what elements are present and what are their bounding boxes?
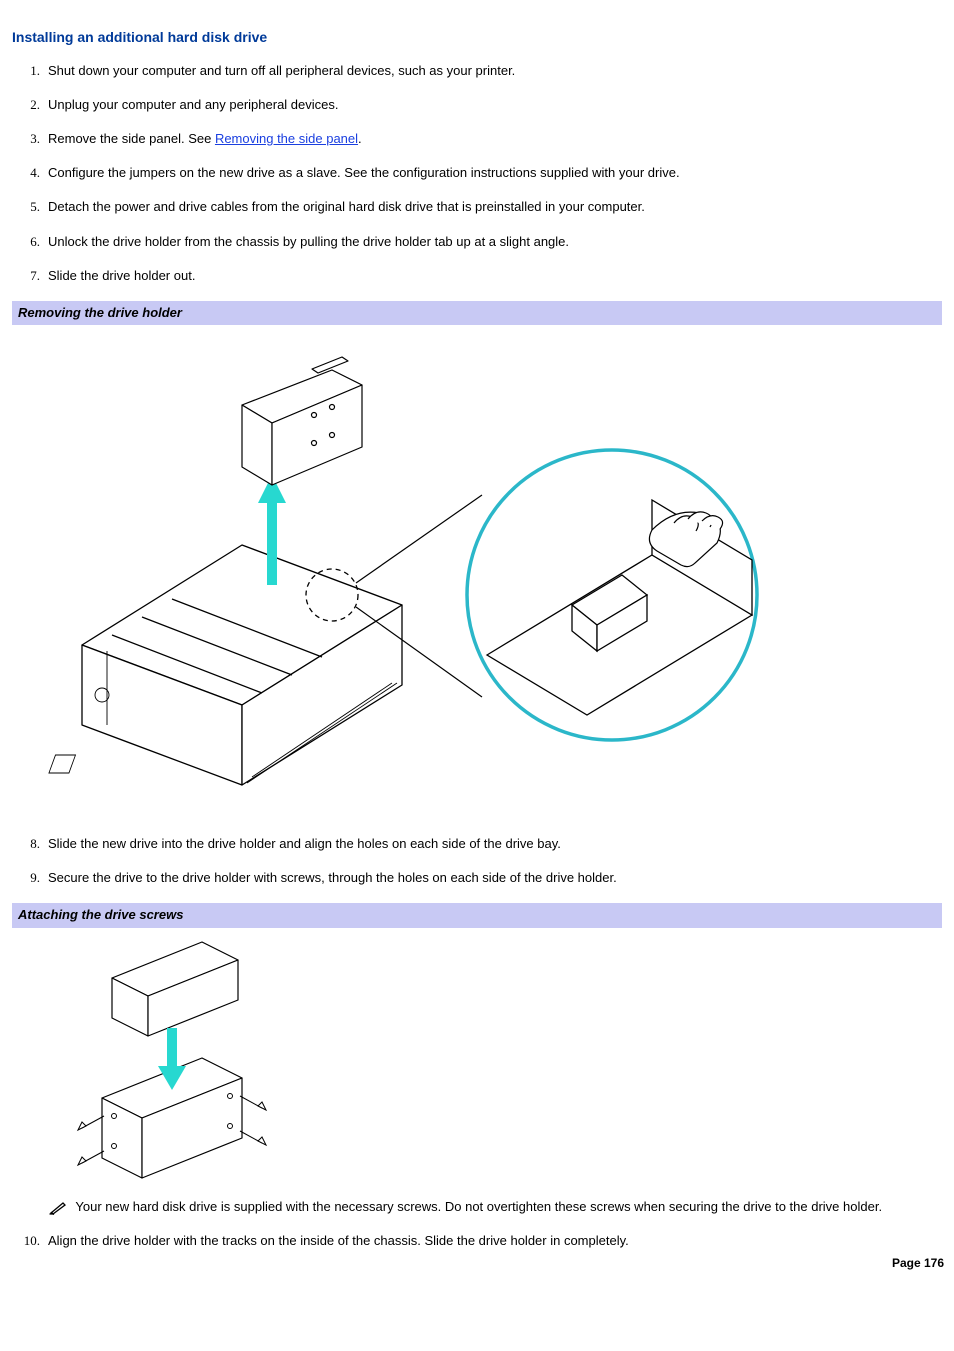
step-text: Unlock the drive holder from the chassis…	[48, 234, 569, 249]
step-text: Unplug your computer and any peripheral …	[48, 97, 339, 112]
step-3: 3. Remove the side panel. See Removing t…	[12, 130, 942, 148]
step-number: 5.	[12, 198, 40, 216]
step-number: 1.	[12, 62, 40, 80]
screw-icon	[240, 1131, 266, 1145]
step-text: Slide the new drive into the drive holde…	[48, 836, 561, 851]
step-2: 2. Unplug your computer and any peripher…	[12, 96, 942, 114]
step-6: 6. Unlock the drive holder from the chas…	[12, 233, 942, 251]
note-text: Your new hard disk drive is supplied wit…	[75, 1199, 882, 1214]
step-text: Shut down your computer and turn off all…	[48, 63, 515, 78]
step-4: 4. Configure the jumpers on the new driv…	[12, 164, 942, 182]
step-text-before: Remove the side panel. See	[48, 131, 215, 146]
note-icon	[48, 1199, 68, 1215]
step-number: 9.	[12, 869, 40, 887]
screw-icon	[78, 1151, 104, 1165]
step-10: 10. Align the drive holder with the trac…	[12, 1232, 942, 1250]
step-text: Secure the drive to the drive holder wit…	[48, 870, 617, 885]
steps-list-a: 1. Shut down your computer and turn off …	[12, 62, 942, 285]
step-text: Slide the drive holder out.	[48, 268, 195, 283]
step-text: Detach the power and drive cables from t…	[48, 199, 645, 214]
step-number: 4.	[12, 164, 40, 182]
figure-attaching-screws	[12, 928, 942, 1188]
step-number: 10.	[12, 1232, 40, 1250]
step-text-after: .	[358, 131, 362, 146]
screw-icon	[240, 1096, 266, 1110]
step-1: 1. Shut down your computer and turn off …	[12, 62, 942, 80]
steps-list-b: 8. Slide the new drive into the drive ho…	[12, 835, 942, 887]
page-number: Page 176	[892, 1255, 944, 1272]
section-title: Installing an additional hard disk drive	[12, 28, 942, 48]
step-7: 7. Slide the drive holder out.	[12, 267, 942, 285]
figure-caption-bar-1: Removing the drive holder	[12, 301, 942, 325]
step-9: 9. Secure the drive to the drive holder …	[12, 869, 942, 887]
step-number: 8.	[12, 835, 40, 853]
diagram-svg-2	[52, 928, 312, 1188]
figure-removing-drive-holder	[12, 325, 942, 825]
steps-list-c: 10. Align the drive holder with the trac…	[12, 1232, 942, 1250]
step-5: 5. Detach the power and drive cables fro…	[12, 198, 942, 216]
step-number: 7.	[12, 267, 40, 285]
note: Your new hard disk drive is supplied wit…	[12, 1198, 942, 1216]
diagram-svg-1	[12, 325, 812, 825]
removing-side-panel-link[interactable]: Removing the side panel	[215, 131, 358, 146]
step-8: 8. Slide the new drive into the drive ho…	[12, 835, 942, 853]
figure-caption-bar-2: Attaching the drive screws	[12, 903, 942, 927]
step-number: 3.	[12, 130, 40, 148]
step-text: Configure the jumpers on the new drive a…	[48, 165, 680, 180]
step-number: 2.	[12, 96, 40, 114]
screw-icon	[78, 1116, 104, 1130]
step-text: Align the drive holder with the tracks o…	[48, 1233, 629, 1248]
step-number: 6.	[12, 233, 40, 251]
